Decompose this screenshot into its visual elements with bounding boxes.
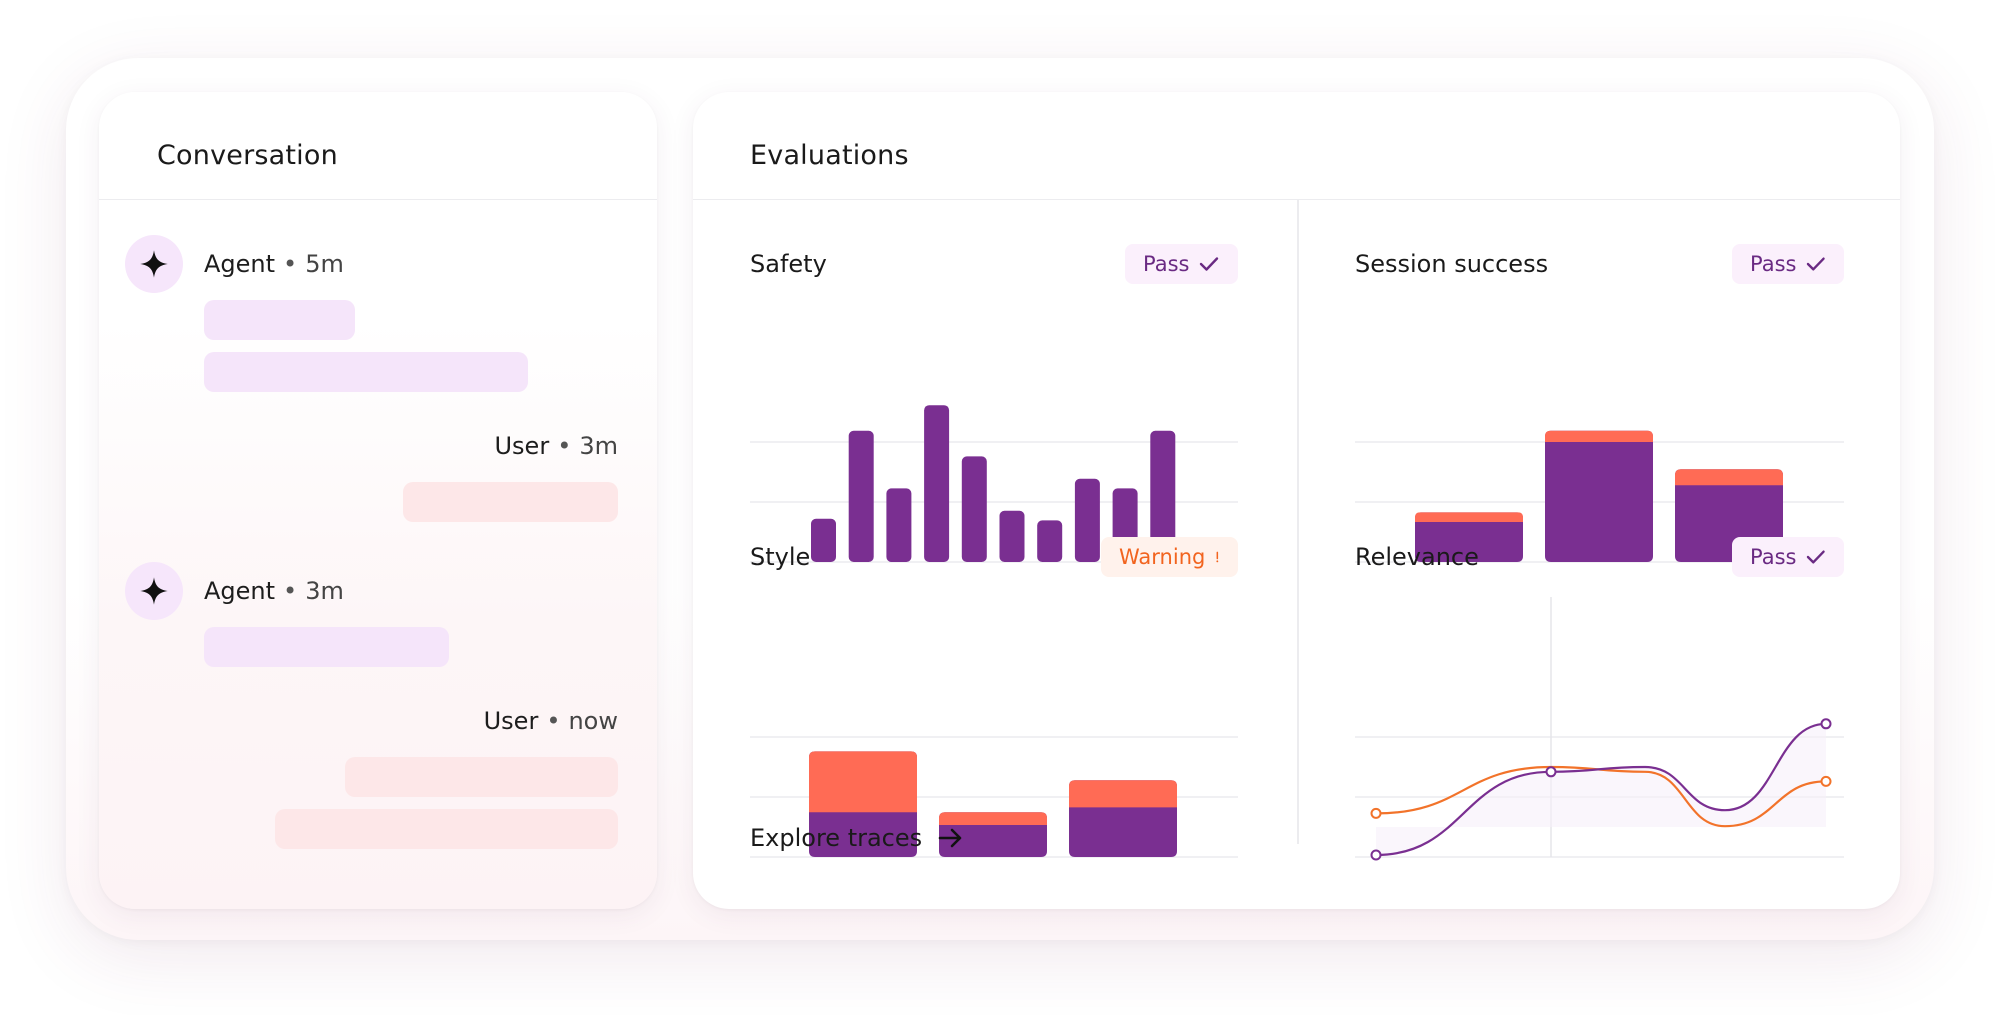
agent-message-bubble xyxy=(204,352,528,392)
evaluations-title: Evaluations xyxy=(750,140,909,171)
session_success-bar-base xyxy=(1415,512,1523,562)
user-message-bubble xyxy=(345,757,618,797)
arrow-right-icon xyxy=(938,828,962,848)
exclamation-icon xyxy=(1216,551,1219,563)
safety-bar xyxy=(924,405,950,562)
user-message-bubble xyxy=(403,482,618,522)
session_success-bar-top xyxy=(1415,512,1523,522)
message-time: 5m xyxy=(305,250,344,278)
message-meta: Agent • 5m xyxy=(204,250,344,278)
safety-bar xyxy=(811,518,836,562)
user-message-bubble xyxy=(275,809,618,849)
safety-bar xyxy=(1037,520,1063,562)
safety-title: Safety xyxy=(750,250,827,278)
separator-dot: • xyxy=(283,577,298,605)
session_success-bar-top xyxy=(1675,469,1783,486)
conversation-panel: Conversation Agent • 5m User • 3m Agent • 3m U… xyxy=(99,92,657,909)
style-bar-top xyxy=(939,812,1047,825)
style-bar-top xyxy=(1069,780,1177,808)
safety-bar xyxy=(1074,478,1100,562)
agent-avatar xyxy=(125,235,183,293)
agent-message-bubble xyxy=(204,627,449,667)
check-icon xyxy=(1200,257,1219,271)
message-meta: User • now xyxy=(484,707,618,735)
conversation-title: Conversation xyxy=(157,140,338,171)
message-time: 3m xyxy=(579,432,618,460)
style-title: Style xyxy=(750,543,811,571)
separator-dot: • xyxy=(283,250,298,278)
relevance-title: Relevance xyxy=(1355,543,1479,571)
sparkle-icon xyxy=(140,577,168,605)
message-role: Agent xyxy=(204,250,276,278)
session-success-title: Session success xyxy=(1355,250,1549,278)
agent-message-bubble xyxy=(204,300,355,340)
session-success-status-badge: Pass xyxy=(1732,244,1844,284)
relevance-area xyxy=(1376,723,1826,855)
explore-traces-label: Explore traces xyxy=(750,824,923,852)
conversation-header: Conversation xyxy=(99,92,657,200)
status-label: Pass xyxy=(1750,252,1797,276)
safety-bar xyxy=(848,430,874,562)
evaluations-header: Evaluations xyxy=(693,92,1900,200)
relevance-point xyxy=(1820,718,1832,730)
style-bar-top xyxy=(809,751,917,813)
separator-dot: • xyxy=(546,707,561,735)
safety-bar xyxy=(961,456,987,562)
safety-chart xyxy=(750,405,1238,563)
session_success-bar-top xyxy=(1545,430,1653,442)
relevance-series-orange xyxy=(1375,765,1827,828)
separator-dot: • xyxy=(557,432,572,460)
relevance-chart xyxy=(1355,597,1844,861)
relevance-status-badge: Pass xyxy=(1732,537,1844,577)
relevance-point xyxy=(1820,775,1832,787)
message-role: Agent xyxy=(204,577,276,605)
safety-bar xyxy=(886,488,912,562)
style-status-badge: Warning xyxy=(1101,537,1238,577)
relevance-point xyxy=(1545,766,1557,778)
safety-status-badge: Pass xyxy=(1125,244,1238,284)
column-divider xyxy=(1297,199,1299,844)
style-chart xyxy=(750,736,1238,858)
session_success-bar-base xyxy=(1545,430,1653,562)
agent-avatar xyxy=(125,562,183,620)
check-icon xyxy=(1807,550,1826,564)
message-role: User xyxy=(494,432,550,460)
session-success-chart xyxy=(1355,430,1844,563)
relevance-series-purple xyxy=(1375,722,1827,857)
status-label: Pass xyxy=(1750,545,1797,569)
safety-bar xyxy=(999,510,1025,562)
evaluations-panel: Evaluations Safety Pass Session success … xyxy=(693,92,1900,909)
status-label: Pass xyxy=(1143,252,1190,276)
status-label: Warning xyxy=(1119,545,1206,569)
message-time: now xyxy=(568,707,618,735)
relevance-point xyxy=(1370,807,1382,819)
message-meta: User • 3m xyxy=(494,432,618,460)
safety-bar xyxy=(1150,430,1176,562)
message-time: 3m xyxy=(305,577,344,605)
explore-traces-link[interactable]: Explore traces xyxy=(750,824,964,852)
sparkle-icon xyxy=(140,250,168,278)
check-icon xyxy=(1807,257,1826,271)
message-role: User xyxy=(483,707,539,735)
relevance-point xyxy=(1370,849,1382,861)
message-meta: Agent • 3m xyxy=(204,577,344,605)
